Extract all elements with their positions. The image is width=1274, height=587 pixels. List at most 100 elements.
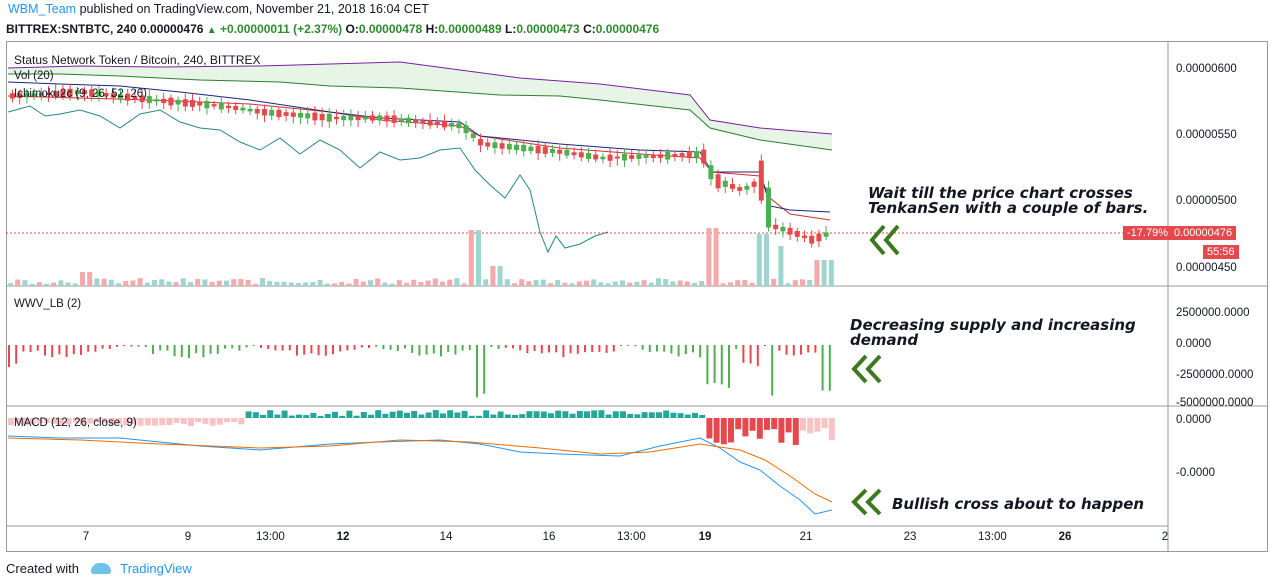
wwv-bar bbox=[180, 345, 183, 358]
macd-bar bbox=[634, 414, 641, 418]
candle-body bbox=[715, 174, 721, 189]
candle-body bbox=[391, 115, 397, 123]
macd-bar bbox=[720, 418, 727, 445]
wwv-bar bbox=[317, 345, 320, 356]
x-tick: 26 bbox=[1058, 531, 1072, 543]
candle-body bbox=[499, 143, 505, 149]
candle-body bbox=[809, 235, 815, 244]
candle-body bbox=[211, 104, 217, 107]
candle-body bbox=[463, 125, 469, 134]
macd-bar bbox=[670, 412, 677, 418]
wwv-bar bbox=[166, 345, 169, 351]
volume-bar bbox=[584, 280, 589, 286]
volume-bar bbox=[540, 279, 546, 286]
candle-body bbox=[730, 184, 735, 189]
candle-body bbox=[564, 149, 570, 156]
wwv-bar bbox=[814, 345, 817, 353]
volume-bar bbox=[116, 283, 121, 286]
macd-bar bbox=[663, 410, 670, 418]
volume-bar bbox=[807, 279, 813, 286]
candle-body bbox=[161, 98, 167, 104]
candle-body bbox=[17, 92, 23, 99]
wwv-bar bbox=[130, 345, 133, 347]
chart-frame[interactable] bbox=[6, 41, 1268, 552]
candle-body bbox=[665, 151, 671, 160]
candle-body bbox=[708, 165, 714, 180]
candle-body bbox=[355, 115, 361, 121]
macd-bar bbox=[749, 418, 756, 431]
macd-histogram bbox=[8, 410, 835, 445]
wwv-bar bbox=[742, 345, 745, 363]
candle-body bbox=[74, 90, 80, 95]
wwv-bar bbox=[36, 345, 39, 351]
x-tick: 12 bbox=[336, 531, 350, 543]
wwv-bar bbox=[245, 345, 248, 348]
volume-bar bbox=[231, 279, 237, 286]
volume-bar bbox=[324, 283, 330, 286]
volume-bar bbox=[425, 280, 431, 286]
wwv-bar bbox=[29, 345, 32, 352]
candle-body bbox=[82, 90, 87, 95]
volume-bar bbox=[58, 280, 64, 286]
wwv-bar bbox=[404, 345, 406, 349]
wwv-bar bbox=[598, 345, 601, 352]
wwv-bar bbox=[339, 345, 342, 352]
candle-body bbox=[816, 233, 822, 242]
wwv-bar bbox=[51, 345, 54, 358]
volume-bar bbox=[490, 266, 496, 286]
volume-bar bbox=[108, 279, 114, 286]
volume-bar bbox=[245, 279, 251, 286]
wwv-bar bbox=[440, 345, 442, 357]
wwv-bar bbox=[425, 345, 428, 355]
tradingview-link[interactable]: TradingView bbox=[120, 561, 192, 576]
wwv-bar bbox=[663, 345, 666, 352]
volume-bar bbox=[260, 278, 265, 286]
volume-bar bbox=[555, 279, 561, 286]
candle-body bbox=[197, 102, 203, 106]
candle-body bbox=[442, 121, 447, 128]
macd-bar bbox=[476, 415, 482, 418]
wwv-bar bbox=[533, 345, 536, 352]
macd-bar bbox=[238, 418, 245, 425]
volume-bar bbox=[612, 281, 618, 286]
volume-bar bbox=[288, 282, 294, 286]
volume-bar bbox=[166, 281, 172, 286]
wwv-bar bbox=[504, 345, 507, 348]
macd-bar bbox=[512, 414, 518, 418]
y-tick: 0.00000450 bbox=[1176, 262, 1237, 274]
candle-body bbox=[744, 185, 750, 190]
macd-bar bbox=[800, 418, 806, 431]
candle-body bbox=[794, 231, 800, 237]
volume-bar bbox=[598, 282, 604, 286]
candle-body bbox=[262, 108, 267, 116]
macd-bar bbox=[591, 410, 598, 418]
wwv-bar bbox=[670, 345, 673, 354]
volume-bar bbox=[742, 279, 748, 286]
candle-body bbox=[384, 115, 390, 122]
candle-body bbox=[103, 93, 109, 97]
macd-bar bbox=[123, 418, 130, 426]
macd-bar bbox=[44, 418, 50, 423]
volume-bar bbox=[692, 282, 697, 286]
macd-bar bbox=[692, 412, 698, 418]
wwv-bar bbox=[224, 345, 226, 349]
volume-bar bbox=[188, 282, 193, 286]
macd-bar bbox=[483, 410, 490, 418]
macd-bar bbox=[382, 413, 389, 418]
candle-body bbox=[823, 232, 829, 237]
volume-bar bbox=[216, 280, 222, 286]
wwv-bar bbox=[368, 345, 370, 348]
candle-body bbox=[694, 151, 699, 158]
macd-bar bbox=[569, 413, 576, 418]
candle-body bbox=[53, 91, 59, 96]
volume-bar bbox=[130, 280, 136, 286]
volume-bar bbox=[209, 281, 215, 286]
author-link[interactable]: WBM_Team bbox=[8, 2, 77, 16]
candle-body bbox=[67, 88, 73, 97]
y-tick: 0.00000500 bbox=[1176, 195, 1237, 207]
volume-bar bbox=[440, 281, 445, 286]
volume-bar bbox=[548, 283, 553, 286]
volume-bar bbox=[447, 279, 453, 286]
volume-bar bbox=[576, 281, 582, 286]
